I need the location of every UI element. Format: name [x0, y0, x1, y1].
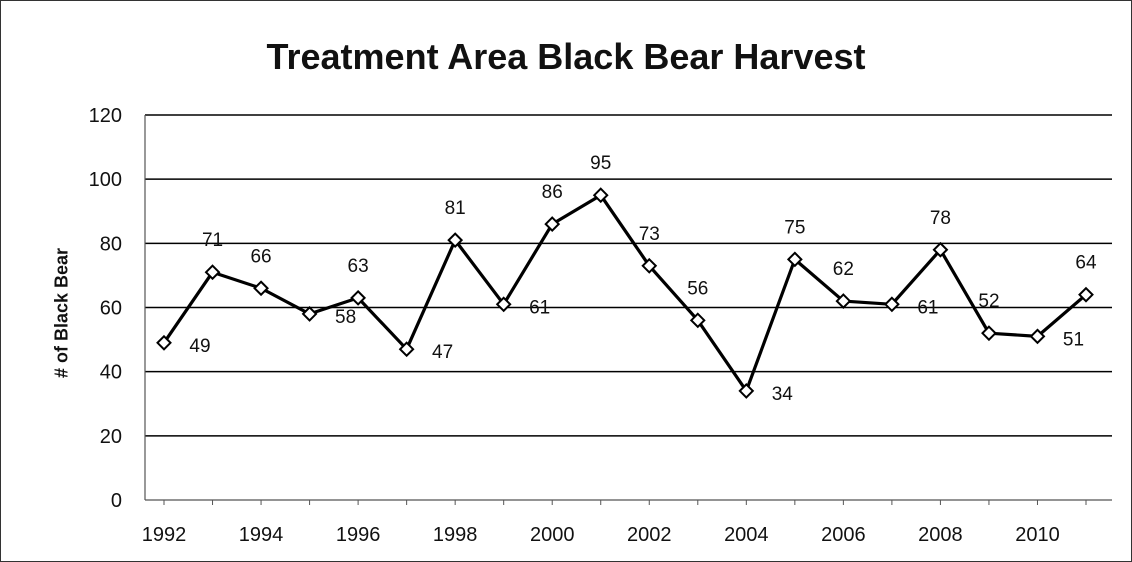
- data-label: 52: [978, 291, 999, 312]
- data-point-marker: [495, 296, 512, 313]
- data-label: 62: [833, 259, 854, 280]
- data-point-marker: [398, 341, 415, 358]
- data-label: 34: [772, 384, 794, 405]
- data-label: 78: [930, 208, 951, 229]
- y-tick-label: 0: [111, 490, 122, 512]
- data-label: 64: [1075, 253, 1097, 274]
- chart-title: Treatment Area Black Bear Harvest: [266, 36, 866, 77]
- data-label: 61: [917, 297, 938, 318]
- data-point-marker: [981, 325, 997, 342]
- x-tick-label: 1992: [142, 524, 187, 546]
- data-label: 63: [348, 256, 369, 277]
- x-tick-label: 1998: [433, 524, 478, 546]
- y-tick-label: 80: [100, 233, 122, 255]
- data-point-marker: [932, 241, 949, 258]
- y-tick-label: 100: [89, 169, 122, 191]
- x-tick-label: 2000: [530, 524, 575, 546]
- x-tick-label: 2010: [1015, 524, 1060, 546]
- data-point-marker: [447, 232, 464, 249]
- data-label: 61: [529, 297, 550, 318]
- data-point-marker: [738, 383, 755, 399]
- data-label: 47: [432, 342, 453, 363]
- data-point-marker: [592, 187, 609, 204]
- y-tick-label: 60: [100, 298, 122, 320]
- data-point-marker: [1078, 286, 1094, 303]
- series-line: [162, 193, 1088, 393]
- data-point-marker: [1029, 328, 1046, 345]
- data-point-marker: [883, 296, 900, 313]
- data-label: 49: [189, 336, 210, 357]
- data-label: 73: [639, 224, 660, 245]
- data-point-marker: [301, 306, 318, 322]
- data-label: 66: [250, 246, 271, 267]
- x-tick-label: 2002: [627, 524, 672, 546]
- data-point-marker: [204, 264, 221, 281]
- y-tick-label: 120: [89, 105, 122, 127]
- data-label: 81: [445, 198, 466, 219]
- y-tick-label: 40: [100, 362, 122, 384]
- data-point-marker: [786, 251, 803, 268]
- data-point-marker: [156, 334, 172, 351]
- x-tick-label: 2008: [918, 524, 963, 546]
- data-label: 75: [784, 217, 805, 238]
- data-label: 86: [542, 182, 563, 203]
- data-label: 51: [1063, 329, 1084, 350]
- y-tick-label: 20: [100, 426, 122, 448]
- data-label: 95: [590, 153, 611, 174]
- data-point-marker: [544, 216, 561, 232]
- data-label: 58: [335, 307, 356, 328]
- data-point-marker: [835, 293, 852, 309]
- x-tick-label: 1994: [239, 524, 284, 546]
- x-tick-label: 2006: [821, 524, 866, 546]
- data-point-marker: [641, 257, 658, 274]
- data-point-marker: [253, 280, 269, 297]
- data-label: 71: [202, 230, 223, 251]
- data-point-marker: [689, 312, 706, 329]
- x-tick-label: 2004: [724, 524, 769, 546]
- x-tick-label: 1996: [336, 524, 381, 546]
- data-point-marker: [350, 289, 367, 306]
- data-label: 56: [687, 278, 708, 299]
